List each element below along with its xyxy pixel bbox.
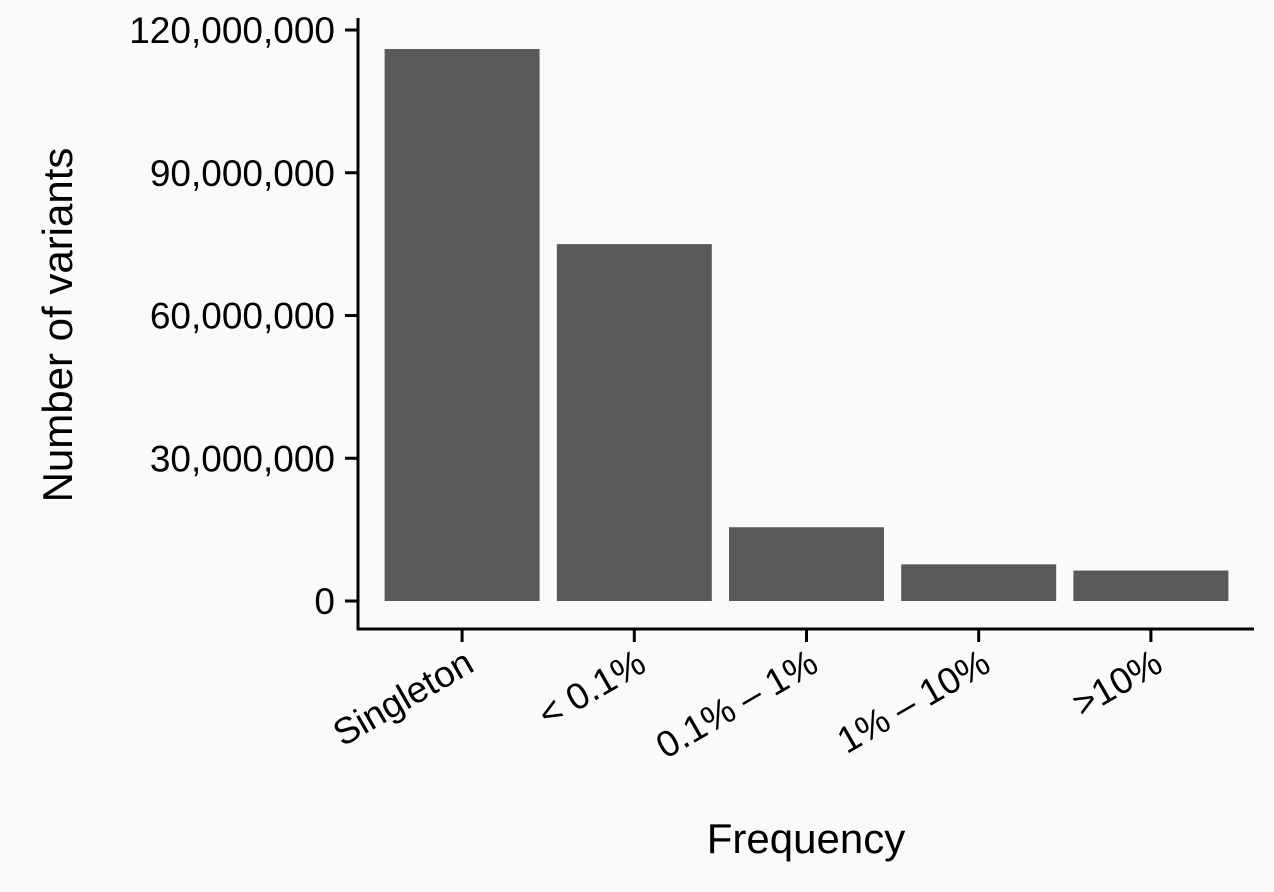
bars-group: [384, 49, 1229, 602]
y-tick-label: 30,000,000: [150, 438, 335, 479]
y-tick-label: 120,000,000: [129, 10, 335, 51]
bar-2: [729, 527, 884, 601]
y-tick-label: 90,000,000: [150, 153, 335, 194]
bar-4: [1073, 570, 1229, 601]
bar-1: [556, 244, 712, 601]
y-tick-label: 0: [314, 581, 335, 622]
x-tick-label: < 0.1%: [531, 641, 652, 735]
y-axis-title: Number of variants: [34, 148, 81, 503]
x-axis: Singleton < 0.1%0.1% – 1% 1% – 10% >10%: [326, 627, 1254, 766]
x-axis-title: Frequency: [707, 815, 905, 862]
bar-0: [384, 49, 540, 602]
y-tick-label: 60,000,000: [150, 296, 335, 337]
x-tick-label: Singleton: [326, 641, 480, 754]
y-axis: 0 30,000,000 60,000,000 90,000,000 120,000,0…: [129, 10, 360, 630]
x-tick-label: 1% – 10%: [830, 641, 997, 761]
x-tick-label: >10%: [1066, 641, 1169, 724]
x-tick-label: 0.1% – 1%: [649, 641, 824, 766]
bar-3: [901, 564, 1057, 601]
